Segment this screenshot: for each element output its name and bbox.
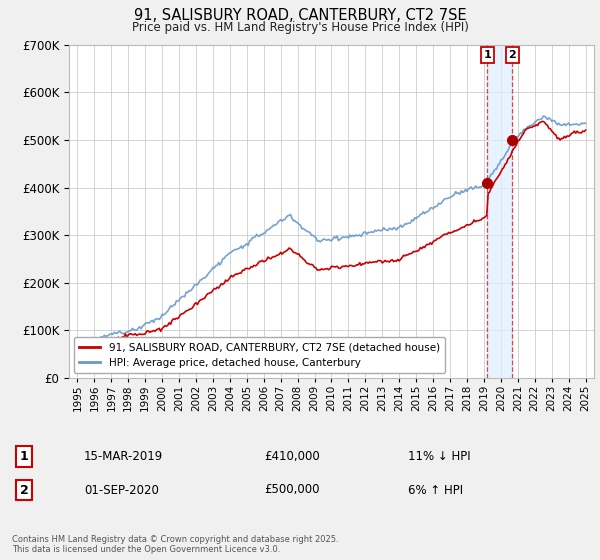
Bar — [487, 45, 512, 378]
Text: 2: 2 — [508, 50, 516, 60]
Text: 01-SEP-2020: 01-SEP-2020 — [84, 483, 159, 497]
Text: 91, SALISBURY ROAD, CANTERBURY, CT2 7SE: 91, SALISBURY ROAD, CANTERBURY, CT2 7SE — [134, 8, 466, 24]
Text: £500,000: £500,000 — [264, 483, 320, 497]
Text: 15-MAR-2019: 15-MAR-2019 — [84, 450, 163, 463]
Legend: 91, SALISBURY ROAD, CANTERBURY, CT2 7SE (detached house), HPI: Average price, de: 91, SALISBURY ROAD, CANTERBURY, CT2 7SE … — [74, 337, 445, 373]
Text: 1: 1 — [20, 450, 28, 463]
Text: 11% ↓ HPI: 11% ↓ HPI — [408, 450, 470, 463]
Text: Price paid vs. HM Land Registry's House Price Index (HPI): Price paid vs. HM Land Registry's House … — [131, 21, 469, 34]
Text: 2: 2 — [20, 483, 28, 497]
Text: 1: 1 — [484, 50, 491, 60]
Text: Contains HM Land Registry data © Crown copyright and database right 2025.
This d: Contains HM Land Registry data © Crown c… — [12, 535, 338, 554]
Text: £410,000: £410,000 — [264, 450, 320, 463]
Text: 6% ↑ HPI: 6% ↑ HPI — [408, 483, 463, 497]
